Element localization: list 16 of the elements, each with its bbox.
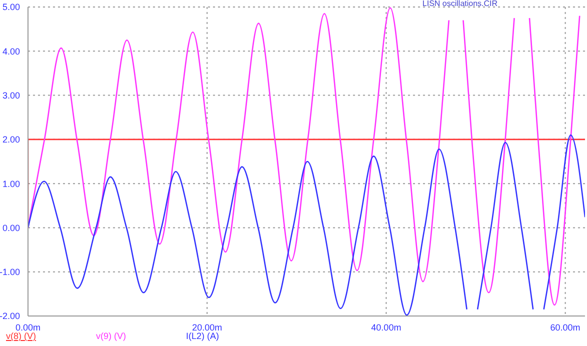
y-tick-label: 2.00: [2, 134, 20, 145]
x-tick-label: 40.00m: [371, 322, 402, 332]
y-tick-label: -2.00: [0, 311, 20, 322]
x-tick-label: 60.00m: [550, 322, 580, 332]
x-tick-label: 20.00m: [192, 322, 222, 332]
x-tick-label: 0.00m: [15, 322, 41, 332]
chart-title: LISN oscillations.CIR: [422, 0, 498, 8]
y-tick-label: 0.00: [2, 222, 20, 233]
y-tick-label: 1.00: [2, 178, 20, 189]
text: I(L2) (A): [186, 331, 220, 341]
text: v(8) (V): [6, 331, 36, 341]
text: v(9) (V): [96, 331, 126, 341]
y-tick-label: 3.00: [2, 90, 20, 100]
y-tick-label: 5.00: [2, 2, 20, 12]
y-tick-label: 4.00: [2, 46, 20, 56]
y-tick-label: -1.00: [0, 267, 20, 278]
